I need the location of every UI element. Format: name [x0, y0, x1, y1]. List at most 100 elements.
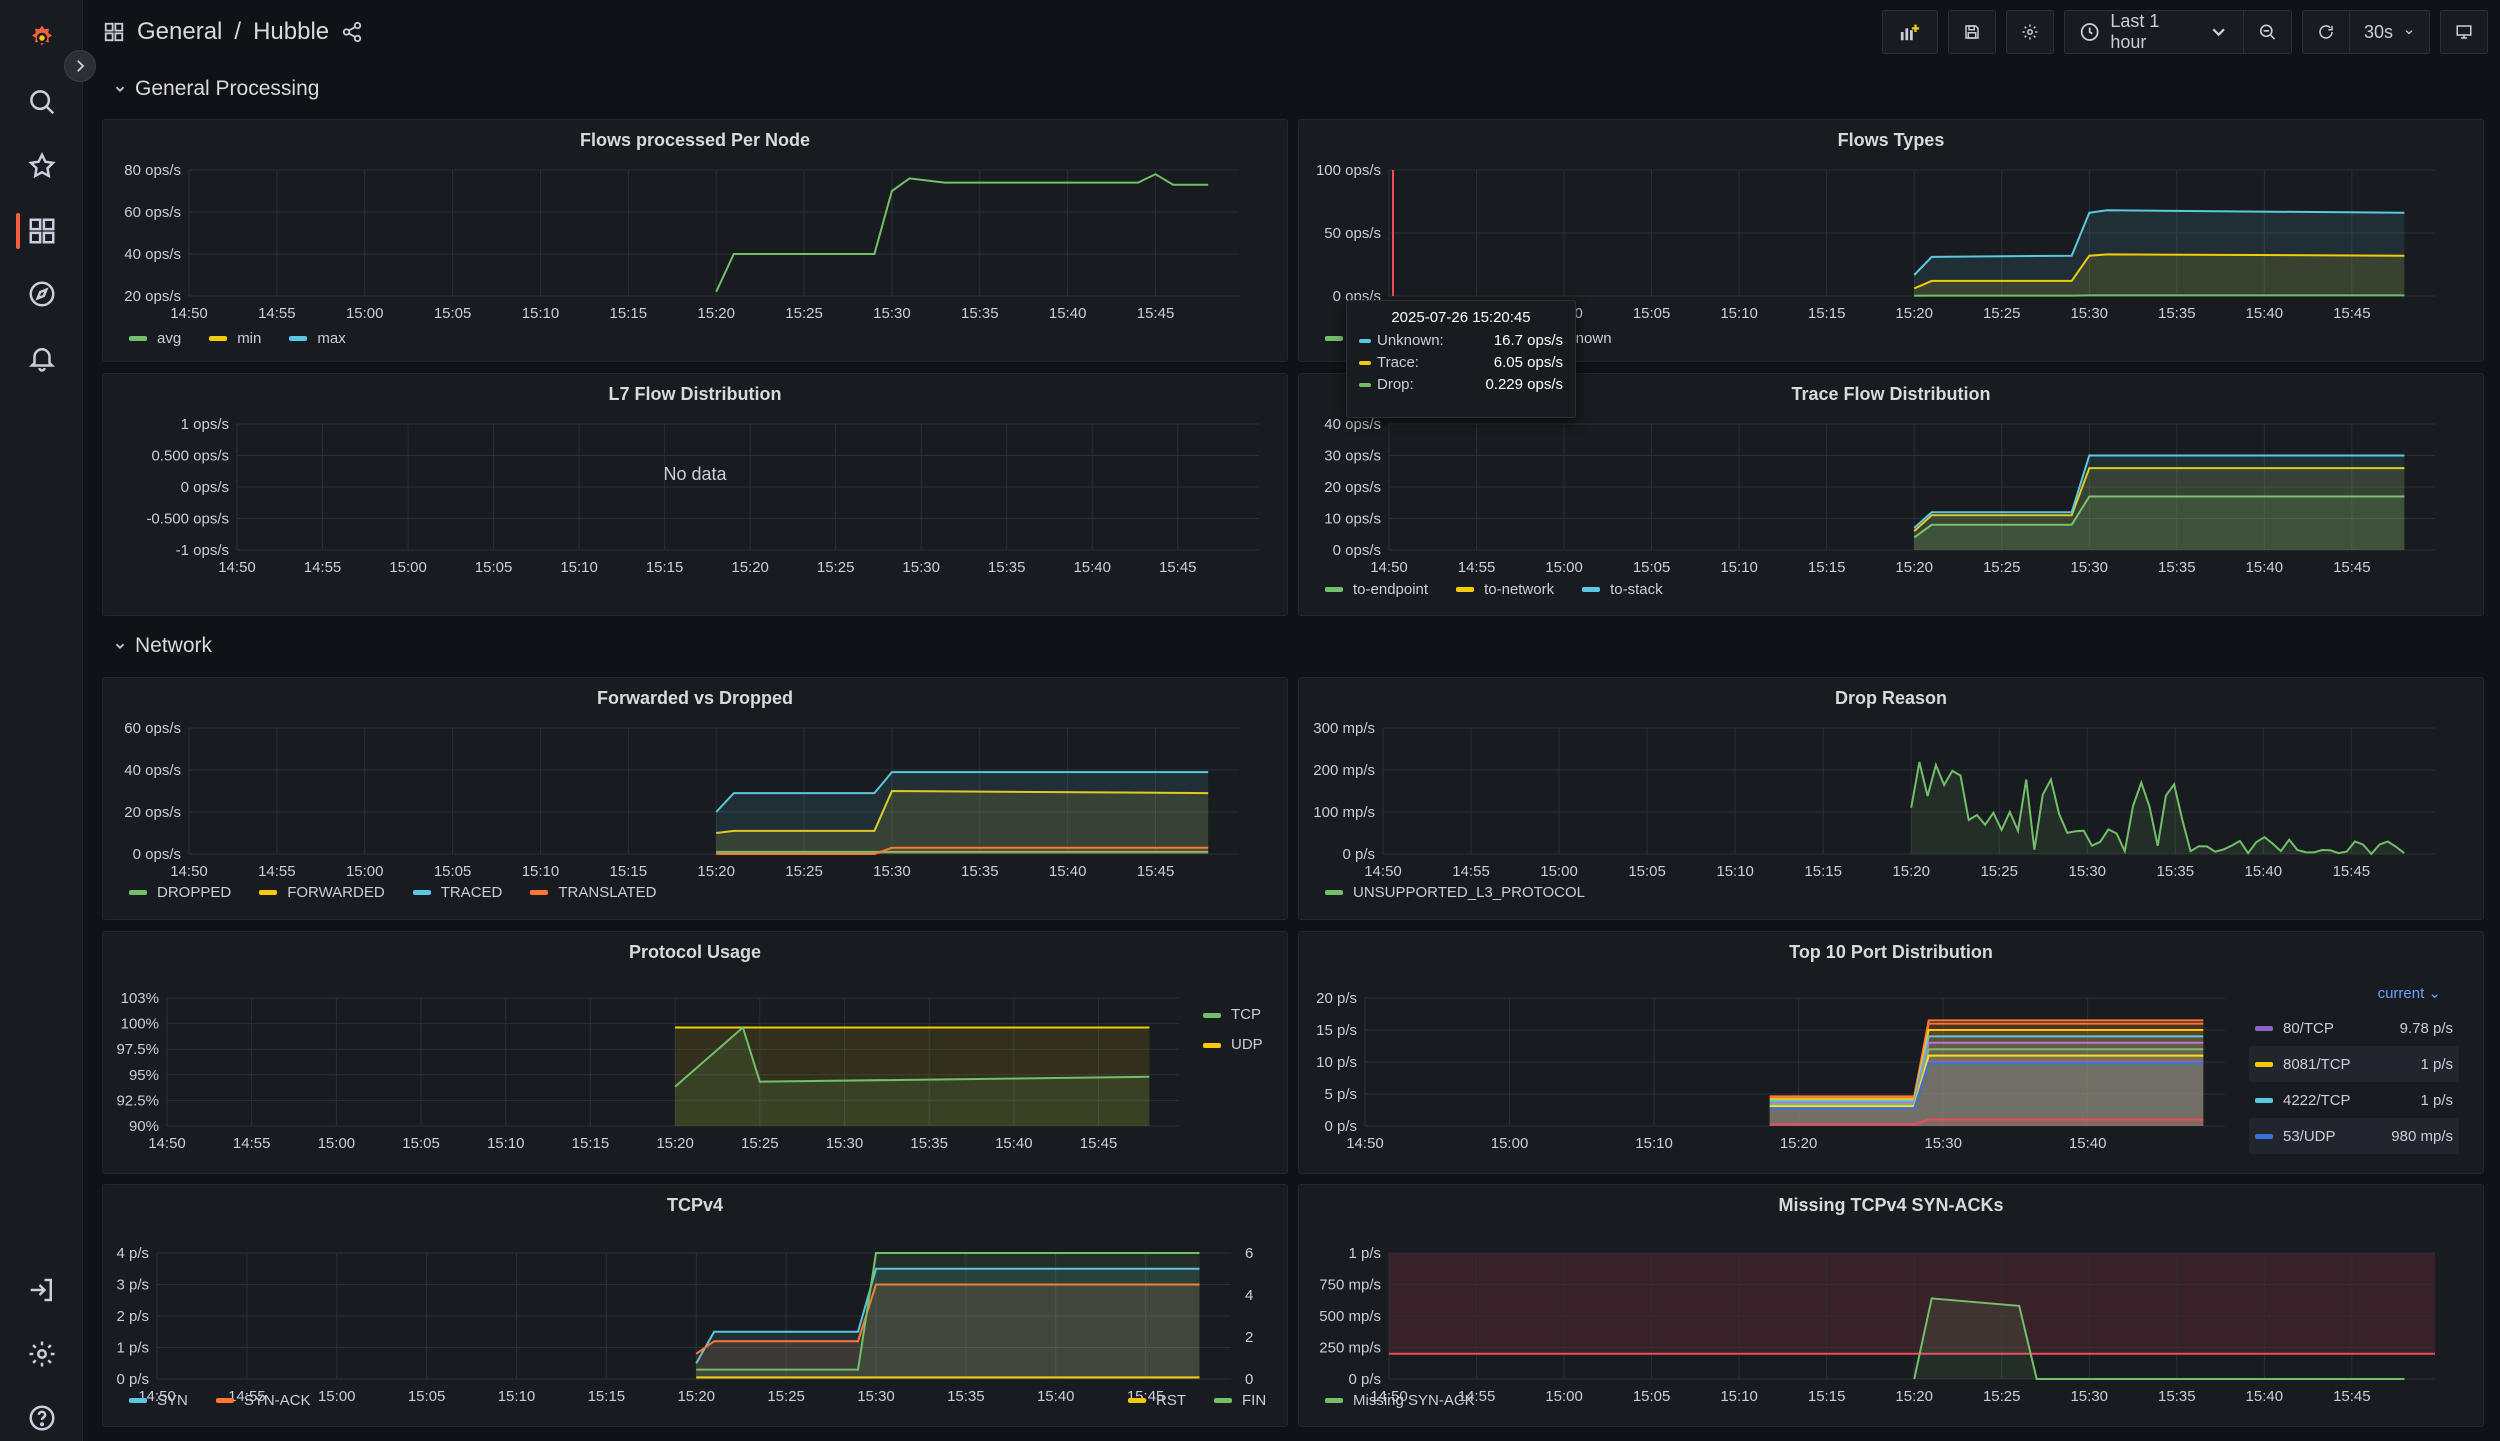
x-tick-label: 14:55 [228, 1388, 266, 1405]
legend-row-8081-tcp[interactable]: 8081/TCP 1 p/s [2249, 1046, 2459, 1082]
add-panel-button[interactable] [1882, 10, 1938, 54]
save-dashboard-button[interactable] [1948, 10, 1996, 54]
y-tick-label: 92.5% [116, 1092, 159, 1109]
legend-item-forwarded[interactable]: FORWARDED [259, 884, 385, 901]
y-tick-label: 5 p/s [1324, 1086, 1357, 1103]
dashboard-grid-icon [104, 22, 124, 42]
y-tick-label: 0 p/s [1348, 1371, 1381, 1388]
x-tick-label: 15:45 [1080, 1135, 1118, 1152]
legend-row-4222-tcp[interactable]: 4222/TCP 1 p/s [2249, 1082, 2459, 1118]
x-tick-label: 15:15 [610, 305, 648, 322]
legend-item-fin[interactable]: FIN [1214, 1392, 1266, 1409]
zoom-out-button[interactable] [2244, 10, 2292, 54]
clock-icon [2080, 23, 2099, 41]
panel-tcpv4[interactable]: TCPv4 0 p/s 1 p/s 2 p/s 3 p/s 4 p/s 0 2 4 6 14:50… [102, 1184, 1288, 1427]
panel-flows-per-node[interactable]: Flows processed Per Node 20 ops/s 40 ops/… [102, 119, 1288, 362]
to-stack-series-line [1913, 454, 2405, 529]
legend-item-avg[interactable]: avg [129, 330, 181, 347]
legend-row-80-tcp[interactable]: 80/TCP 9.78 p/s [2249, 1010, 2459, 1046]
time-range-label: Last 1 hour [2110, 11, 2160, 52]
fin-series-area [696, 1253, 1200, 1379]
panel-title: Trace Flow Distribution [1791, 384, 1991, 404]
legend-item-to-stack[interactable]: to-stack [1582, 581, 1663, 598]
refresh-button[interactable] [2302, 10, 2350, 54]
help-icon[interactable] [22, 1398, 62, 1438]
x-tick-label: 15:20 [1892, 863, 1930, 880]
time-range-picker[interactable]: Last 1 hour [2064, 10, 2244, 54]
share-icon[interactable] [341, 21, 363, 43]
port-series-area [1769, 1062, 2204, 1126]
settings-gear-icon[interactable] [22, 1334, 62, 1374]
chevron-down-icon [2212, 28, 2225, 37]
forwarded-dropped-chart[interactable]: 0 ops/s 20 ops/s 40 ops/s 60 ops/s 14:50 14:5… [103, 678, 1289, 921]
dashboard-title[interactable]: Hubble [253, 18, 330, 45]
trace-series-area [1914, 254, 2405, 296]
chart-tooltip: 2025-07-26 15:20:45 Unknown: 16.7 ops/s T… [1346, 300, 1576, 418]
search-icon[interactable] [22, 82, 62, 122]
x-tick-label: 14:55 [1458, 1388, 1496, 1405]
x-tick-label: 15:00 [1545, 559, 1583, 576]
x-tick-label: 15:30 [2070, 559, 2108, 576]
row-general-processing[interactable]: General Processing [113, 77, 319, 101]
refresh-interval-picker[interactable]: 30s [2350, 10, 2430, 54]
l7-chart[interactable]: -1 ops/s -0.500 ops/s 0 ops/s 0.500 ops/s 1 … [103, 374, 1289, 617]
legend-item-traced[interactable]: TRACED [412, 884, 502, 901]
y-right-tick-label: 0 [1245, 1371, 1253, 1388]
legend-item-syn[interactable]: SYN [129, 1392, 188, 1409]
x-tick-label: 15:30 [873, 863, 911, 880]
legend-sort-header[interactable]: current ⌄ [2377, 985, 2441, 1002]
x-tick-label: 15:20 [697, 305, 735, 322]
x-tick-label: 15:15 [1808, 305, 1846, 322]
legend-item-rst[interactable]: RST [1128, 1392, 1186, 1409]
trace-series-line [1913, 253, 2405, 290]
sign-in-icon[interactable] [22, 1270, 62, 1310]
explore-icon[interactable] [22, 274, 62, 314]
dashboards-icon[interactable] [22, 211, 62, 251]
legend-item-min[interactable]: min [209, 330, 261, 347]
dashboard-settings-button[interactable] [2006, 10, 2054, 54]
legend-item-syn-ack[interactable]: SYN-ACK [215, 1392, 311, 1409]
legend-item-drop[interactable] [1325, 330, 1343, 347]
breadcrumb-folder[interactable]: General [137, 18, 223, 45]
panel-top-10-ports[interactable]: Top 10 Port Distribution 0 p/s 5 p/s 10 p/… [1298, 931, 2484, 1174]
y-tick-label: 100 mp/s [1313, 804, 1375, 821]
panel-forwarded-vs-dropped[interactable]: Forwarded vs Dropped 0 ops/s 20 ops/s 40 o… [102, 677, 1288, 920]
panel-drop-reason[interactable]: Drop Reason 0 p/s 100 mp/s 200 mp/s 300 mp/… [1298, 677, 2484, 920]
x-tick-label: 15:35 [910, 1135, 948, 1152]
y-tick-label: 60 ops/s [124, 720, 181, 737]
panel-l7-flow-distribution[interactable]: L7 Flow Distribution -1 ops/s -0.500 ops/… [102, 373, 1288, 616]
protocol-usage-chart[interactable]: 90% 92.5% 95% 97.5% 100% 103% 14:50 14:55 15:00 1… [103, 932, 1289, 1175]
missing-synack-chart[interactable]: 0 p/s 250 mp/s 500 mp/s 750 mp/s 1 p/s 14:50 1… [1299, 1185, 2485, 1428]
row-network[interactable]: Network [113, 634, 212, 658]
legend-item-to-network[interactable]: to-network [1456, 581, 1554, 598]
legend-item-to-endpoint[interactable]: to-endpoint [1325, 581, 1428, 598]
drop-reason-chart[interactable]: 0 p/s 100 mp/s 200 mp/s 300 mp/s 14:50 14:55 1… [1299, 678, 2485, 921]
flows-per-node-chart[interactable]: 20 ops/s 40 ops/s 60 ops/s 80 ops/s 14:50 14:… [103, 120, 1289, 363]
legend-item-unsupported-l3[interactable]: UNSUPPORTED_L3_PROTOCOL [1325, 884, 1585, 901]
legend-item-dropped[interactable]: DROPPED [129, 884, 231, 901]
top-ports-chart[interactable]: 0 p/s 5 p/s 10 p/s 15 p/s 20 p/s 14:50 15:00 15… [1299, 932, 2485, 1175]
grafana-logo-icon[interactable] [22, 18, 62, 58]
legend-item-udp[interactable]: UDP [1203, 1030, 1263, 1060]
expand-sidebar-button[interactable] [64, 50, 96, 82]
y-tick-label: 50 ops/s [1324, 225, 1381, 242]
legend-item-max[interactable]: max [289, 330, 346, 347]
panel-protocol-usage[interactable]: Protocol Usage 90% 92.5% 95% 97.5% 100% 103% 1… [102, 931, 1288, 1174]
legend-item-missing-syn-ack[interactable]: Missing SYN-ACK [1325, 1392, 1475, 1409]
y-tick-label: 1 ops/s [181, 416, 229, 433]
legend-item-translated[interactable]: TRANSLATED [530, 884, 656, 901]
x-tick-label: 14:50 [148, 1135, 186, 1152]
panel-missing-syn-acks[interactable]: Missing TCPv4 SYN-ACKs 0 p/s 250 mp/s 500 … [1298, 1184, 2484, 1427]
x-tick-label: 15:45 [2333, 863, 2371, 880]
breadcrumb-separator: / [234, 18, 242, 45]
legend-item-tcp[interactable]: TCP [1203, 1000, 1263, 1030]
tcpv4-chart[interactable]: 0 p/s 1 p/s 2 p/s 3 p/s 4 p/s 0 2 4 6 14:50 14:55 1… [103, 1185, 1289, 1428]
tv-mode-button[interactable] [2440, 10, 2488, 54]
alerting-bell-icon[interactable] [22, 338, 62, 378]
y-tick-label: 0 ops/s [133, 846, 181, 863]
legend-row-53-udp[interactable]: 53/UDP 980 mp/s [2249, 1118, 2459, 1154]
udp-series-line [674, 1025, 1150, 1088]
y-tick-label: 100% [121, 1016, 159, 1033]
trace-chart[interactable]: 0 ops/s 10 ops/s 20 ops/s 30 ops/s 40 ops/s 1… [1299, 374, 2485, 617]
starred-icon[interactable] [22, 146, 62, 186]
